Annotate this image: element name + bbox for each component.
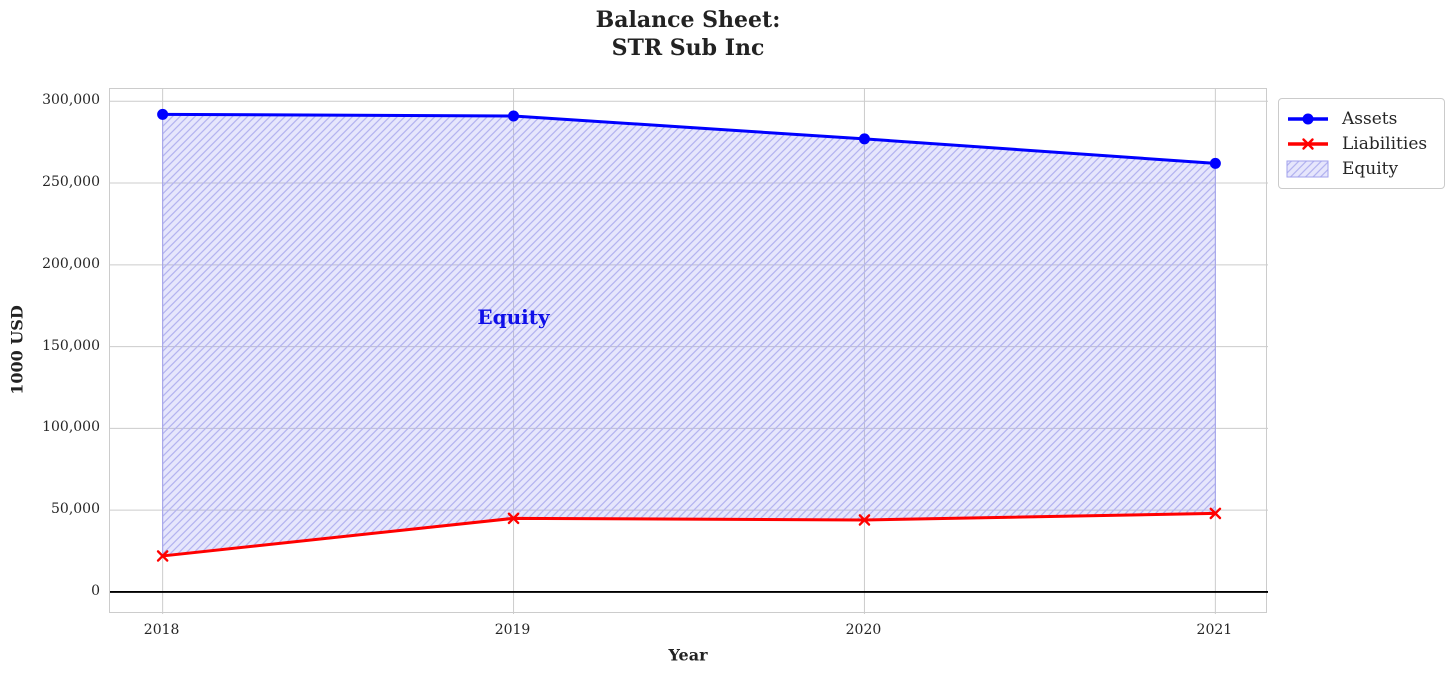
y-tick-label: 50,000 xyxy=(51,501,100,518)
legend-swatch-liabilities-icon xyxy=(1288,137,1328,150)
x-tick-label: 2021 xyxy=(1196,622,1233,638)
legend-item-equity: Equity xyxy=(1286,156,1434,181)
y-tick-label: 250,000 xyxy=(42,174,100,191)
y-tick-label: 100,000 xyxy=(42,419,100,436)
legend-item-label: Assets xyxy=(1342,108,1398,129)
y-tick-label: 200,000 xyxy=(42,255,100,272)
plot-area: Equity xyxy=(109,88,1268,614)
legend-item-assets: Assets xyxy=(1286,106,1434,131)
x-tick-label: 2018 xyxy=(143,622,180,638)
chart-title-line1: Balance Sheet: xyxy=(595,7,781,33)
legend-item-label: Liabilities xyxy=(1342,133,1428,154)
legend-item-liabilities: Liabilities xyxy=(1286,131,1434,156)
chart-title-line2: STR Sub Inc xyxy=(611,35,765,61)
chart-svg xyxy=(110,89,1268,614)
legend-swatch-assets-icon xyxy=(1288,113,1328,124)
y-tick-label: 0 xyxy=(91,582,100,599)
legend-swatch-equity-icon xyxy=(1286,160,1329,177)
legend-item-label: Equity xyxy=(1342,158,1399,179)
x-tick-label: 2019 xyxy=(494,622,531,638)
y-tick-label: 300,000 xyxy=(42,92,100,109)
equity-annotation: Equity xyxy=(477,305,550,330)
y-tick-label: 150,000 xyxy=(42,337,100,354)
x-axis-label: Year xyxy=(668,645,708,665)
chart-title: Balance Sheet: STR Sub Inc xyxy=(109,6,1267,62)
legend: Assets Liabilities Equity xyxy=(1278,98,1445,189)
x-tick-label: 2020 xyxy=(845,622,882,638)
